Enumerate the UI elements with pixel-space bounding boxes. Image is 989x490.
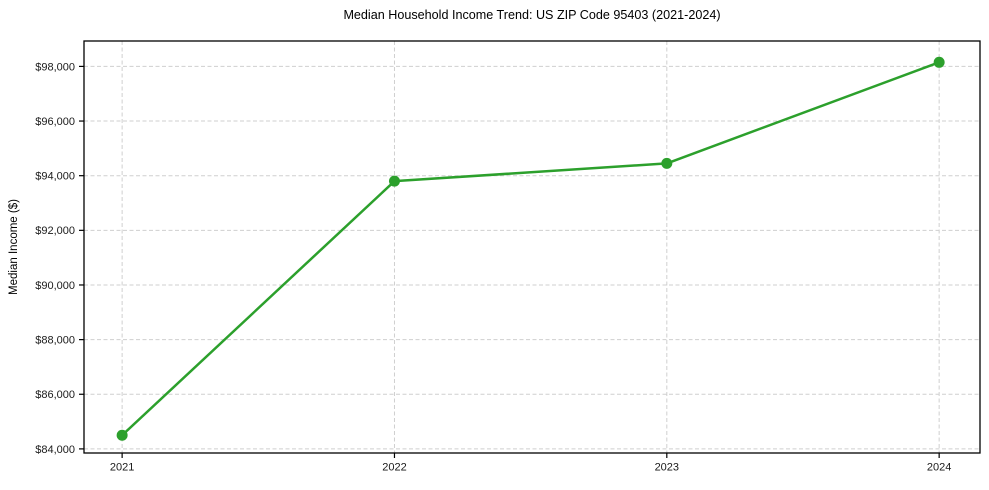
y-tick-label: $84,000	[35, 444, 75, 456]
y-tick-label: $88,000	[35, 334, 75, 346]
y-tick-label: $92,000	[35, 225, 75, 237]
x-tick-label: 2021	[110, 462, 134, 474]
data-point-2022	[388, 175, 400, 187]
trend-line	[120, 61, 941, 437]
x-tick-label: 2024	[927, 462, 951, 474]
axes-border	[83, 40, 981, 454]
chart-title: Median Household Income Trend: US ZIP Co…	[343, 8, 721, 22]
y-tick-label: $98,000	[35, 61, 75, 73]
data-point-2023	[661, 157, 673, 169]
x-tick-label: 2023	[655, 462, 679, 474]
y-tick-label: $96,000	[35, 116, 75, 128]
data-point-2021	[116, 429, 128, 441]
data-point-2024	[933, 56, 945, 68]
y-tick-label: $94,000	[35, 171, 75, 183]
y-tick-label: $86,000	[35, 389, 75, 401]
y-tick-label: $90,000	[35, 280, 75, 292]
x-tick-label: 2022	[382, 462, 406, 474]
